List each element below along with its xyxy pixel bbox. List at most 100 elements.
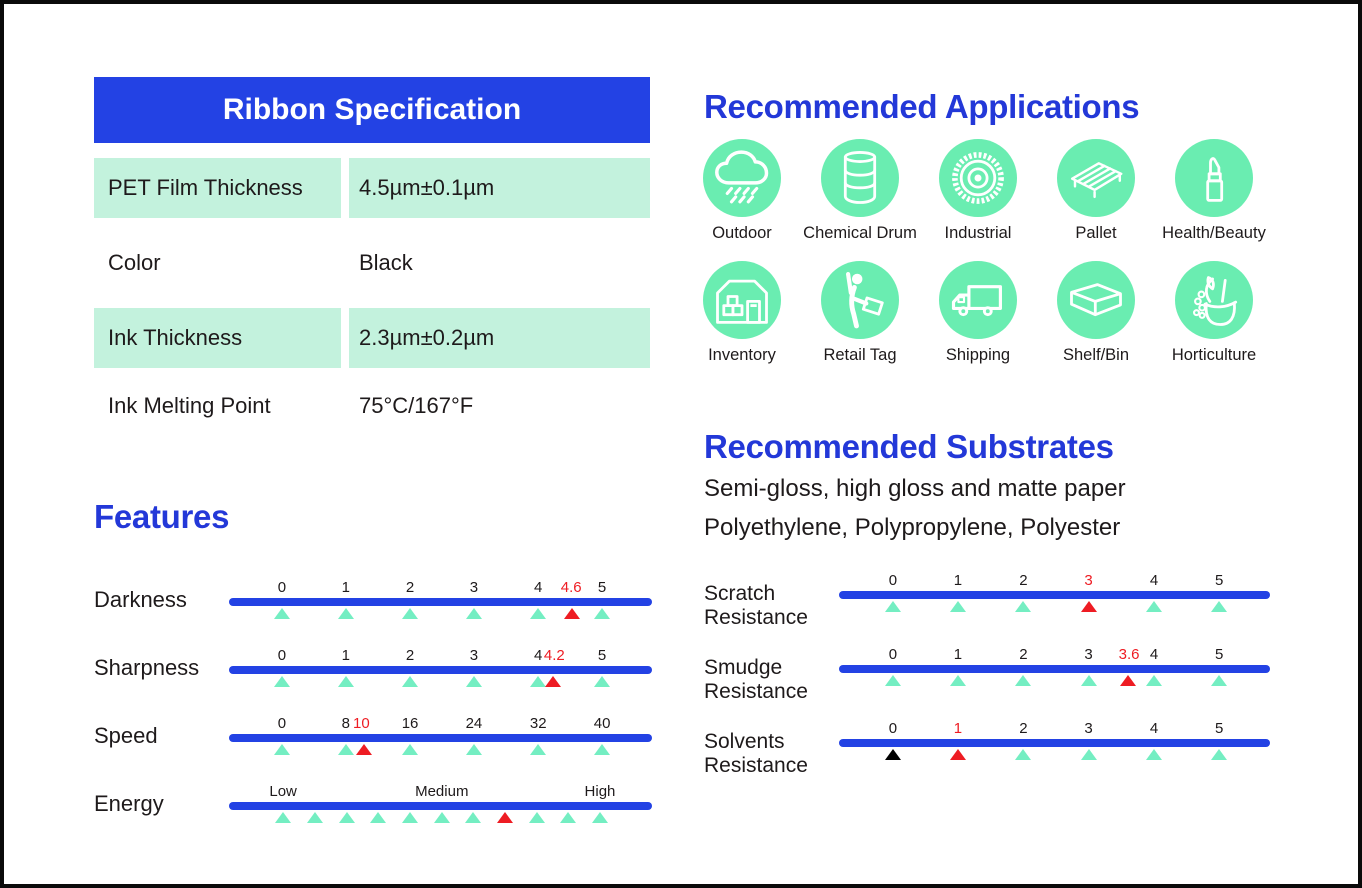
recommended-applications-section: Recommended Applications Outdoor Chemica… <box>703 88 1316 365</box>
application-chemical-drum: Chemical Drum <box>803 139 917 243</box>
scale-marker-triangle <box>465 676 482 687</box>
tick-label: 4 <box>534 647 543 664</box>
scale-marker-triangle <box>465 812 482 823</box>
value-marker-triangle <box>355 744 372 755</box>
tick-label: 1 <box>341 647 350 664</box>
scale-value-label: 4.2 <box>543 647 565 664</box>
tick-label: 16 <box>401 715 419 732</box>
value-marker-triangle <box>1080 601 1097 612</box>
tick-label: 0 <box>888 646 898 663</box>
value-marker-triangle <box>496 812 513 823</box>
application-label: Horticulture <box>1171 346 1257 364</box>
application-pallet: Pallet <box>1057 139 1135 243</box>
application-icon-circle <box>1175 261 1253 339</box>
scale-bar <box>229 734 652 742</box>
gear-icon <box>952 152 1004 204</box>
tick-label: 1 <box>953 646 963 663</box>
scale-bar <box>839 591 1270 599</box>
tick-label: 40 <box>593 715 611 732</box>
scale-value-label: 3 <box>1084 572 1093 589</box>
value-marker-triangle <box>545 676 562 687</box>
features-section: Features Darkness 0 1 2 3 4 4.6 5 Sharpness 0 1 2 3 4… <box>94 498 652 852</box>
scale-marker-triangle <box>402 812 419 823</box>
tick-label: 3 <box>469 647 479 664</box>
lipstick-icon <box>1206 157 1224 202</box>
tick-label: Medium <box>415 783 469 800</box>
scale-marker-triangle <box>560 812 577 823</box>
flower-basket-icon <box>1193 276 1238 326</box>
tick-label: 4 <box>1149 572 1159 589</box>
tick-label: 4 <box>1149 720 1159 737</box>
tick-label: 1 <box>341 579 350 596</box>
scale-marker-triangle <box>1146 601 1163 612</box>
scale-marker-triangle <box>1211 749 1228 760</box>
spec-value: 4.5µm±0.1µm <box>349 158 650 218</box>
application-label: Shipping <box>945 346 1011 364</box>
spec-label: Ink Thickness <box>94 308 341 368</box>
tick-label: 2 <box>405 579 415 596</box>
warehouse-icon <box>716 279 768 324</box>
substrates-title: Recommended Substrates <box>704 428 1114 465</box>
ribbon-specification-section: Ribbon Specification PET Film Thickness 4… <box>94 77 650 436</box>
scale-name: Scratch Resistance <box>704 573 839 630</box>
scale-name-line: Smudge <box>704 656 783 679</box>
scale-marker-triangle <box>273 608 290 619</box>
spec-label: Color <box>108 250 161 275</box>
scale-marker-triangle <box>337 744 354 755</box>
spec-row-pet-film-thickness: PET Film Thickness 4.5µm±0.1µm <box>94 158 650 218</box>
scale-track: 0 8 10 16 24 32 40 <box>229 715 652 758</box>
application-icon-circle <box>1057 139 1135 217</box>
tick-label: 2 <box>405 647 415 664</box>
scale-marker-triangle <box>402 676 419 687</box>
application-shelf-bin: Shelf/Bin <box>1057 261 1135 365</box>
drum-icon <box>843 151 877 204</box>
substrates-line-1: Semi-gloss, high gloss and matte paper <box>704 475 1126 502</box>
scale-marker-triangle <box>594 744 611 755</box>
scale-darkness: Darkness 0 1 2 3 4 4.6 5 <box>94 579 652 622</box>
application-shipping: Shipping <box>939 261 1017 365</box>
tick-label: 5 <box>1214 720 1224 737</box>
substrates-scales: Scratch Resistance 0 1 2 3 4 5 Smudge Resistance 0… <box>704 572 1270 778</box>
scale-track: 0 1 2 3 4 4.6 5 <box>229 579 652 622</box>
tick-label: 5 <box>597 647 607 664</box>
scale-name-line: Resistance <box>704 754 808 777</box>
tick-label: 5 <box>597 579 607 596</box>
rain-cloud-icon <box>715 150 769 204</box>
application-outdoor: Outdoor <box>703 139 781 243</box>
scale-energy: Energy Low Medium High <box>94 783 652 826</box>
scale-marker-triangle <box>1211 675 1228 686</box>
spec-label: Ink Melting Point <box>108 393 271 418</box>
pallet-icon <box>1070 162 1123 199</box>
scale-sharpness: Sharpness 0 1 2 3 4 4.2 5 <box>94 647 652 690</box>
scale-marker-triangle <box>530 744 547 755</box>
application-label: Retail Tag <box>823 346 897 364</box>
scale-speed: Speed 0 8 10 16 24 32 40 <box>94 715 652 758</box>
tick-label: 24 <box>465 715 483 732</box>
application-label: Pallet <box>1075 224 1117 242</box>
spec-row-ink-melting-point: Ink Melting Point 75°C/167°F <box>94 376 650 436</box>
scale-value-label: 4.6 <box>560 579 582 596</box>
value-marker-triangle <box>949 749 966 760</box>
scale-name-line: Scratch <box>704 582 776 605</box>
scale-marker-triangle <box>275 812 292 823</box>
tick-label: 0 <box>277 715 287 732</box>
scale-marker-triangle <box>402 744 419 755</box>
scale-marker-triangle <box>1211 601 1228 612</box>
spec-row-color: Color Black <box>94 233 650 293</box>
tick-label: 3 <box>1084 646 1093 663</box>
scale-name: Solvents Resistance <box>704 721 839 778</box>
scale-marker-triangle <box>465 744 482 755</box>
tick-label: 3 <box>469 579 479 596</box>
scale-track: Low Medium High <box>229 783 652 826</box>
scale-bar <box>229 598 652 606</box>
spec-column-gap <box>341 233 349 293</box>
application-icon-circle <box>703 139 781 217</box>
tick-label: 2 <box>1019 572 1028 589</box>
scale-track: 0 1 2 3 4 5 <box>839 572 1270 615</box>
tick-label: 0 <box>888 720 898 737</box>
scale-name-line: Darkness <box>94 587 187 612</box>
scale-name-line: Energy <box>94 791 164 816</box>
spec-row-ink-thickness: Ink Thickness 2.3µm±0.2µm <box>94 308 650 368</box>
scale-marker-triangle <box>1015 601 1032 612</box>
